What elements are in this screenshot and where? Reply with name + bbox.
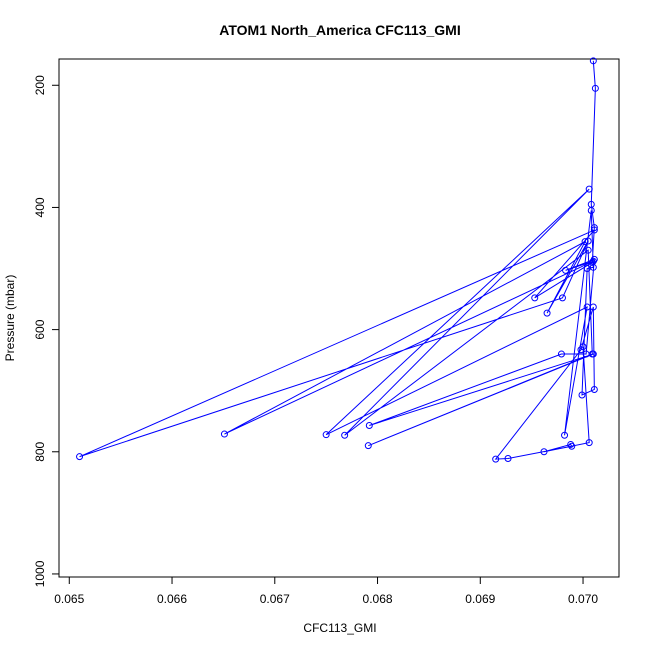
x-tick-label: 0.067 <box>260 592 290 606</box>
data-point <box>585 185 593 193</box>
y-tick-label: 600 <box>33 319 47 339</box>
data-point <box>590 255 598 263</box>
data-point <box>220 430 228 438</box>
data-point <box>589 303 597 311</box>
series-layer <box>76 57 599 463</box>
data-point <box>76 453 84 461</box>
data-point <box>585 439 593 447</box>
chart-title: ATOM1 North_America CFC113_GMI <box>219 22 460 38</box>
data-point <box>590 385 598 393</box>
data-point <box>588 350 596 358</box>
data-point <box>590 226 598 234</box>
data-point <box>587 206 595 214</box>
y-axis: 200 400 600 800 1000 <box>33 75 60 587</box>
x-tick-label: 0.070 <box>568 592 598 606</box>
data-point <box>591 84 599 92</box>
data-point <box>504 454 512 462</box>
data-point <box>561 431 569 439</box>
data-point <box>543 309 551 317</box>
x-tick-label: 0.069 <box>465 592 495 606</box>
y-tick-label: 800 <box>33 441 47 461</box>
data-point <box>581 238 589 246</box>
data-point <box>365 422 373 430</box>
plot-frame <box>58 58 620 578</box>
data-point <box>589 57 597 65</box>
x-axis-label: CFC113_GMI <box>303 621 376 635</box>
data-point <box>567 440 575 448</box>
data-point <box>583 265 591 273</box>
x-tick-label: 0.068 <box>363 592 393 606</box>
data-point <box>562 266 570 274</box>
data-point <box>492 455 500 463</box>
data-point <box>531 294 539 302</box>
data-point <box>584 237 592 245</box>
data-point <box>578 391 586 399</box>
y-axis-label: Pressure (mbar) <box>3 275 17 362</box>
y-tick-label: 200 <box>33 75 47 95</box>
data-point <box>557 350 565 358</box>
x-tick-label: 0.066 <box>157 592 187 606</box>
data-point <box>322 431 330 439</box>
series-line <box>79 60 596 460</box>
y-tick-label: 1000 <box>33 560 47 587</box>
data-point <box>558 294 566 302</box>
data-point <box>590 224 598 232</box>
data-point <box>540 448 548 456</box>
data-point <box>579 343 587 351</box>
y-tick-label: 400 <box>33 197 47 217</box>
data-point <box>584 246 592 254</box>
x-tick-label: 0.065 <box>54 592 84 606</box>
data-point <box>341 431 349 439</box>
data-point <box>364 442 372 450</box>
x-axis: 0.065 0.066 0.067 0.068 0.069 0.070 <box>54 576 598 606</box>
